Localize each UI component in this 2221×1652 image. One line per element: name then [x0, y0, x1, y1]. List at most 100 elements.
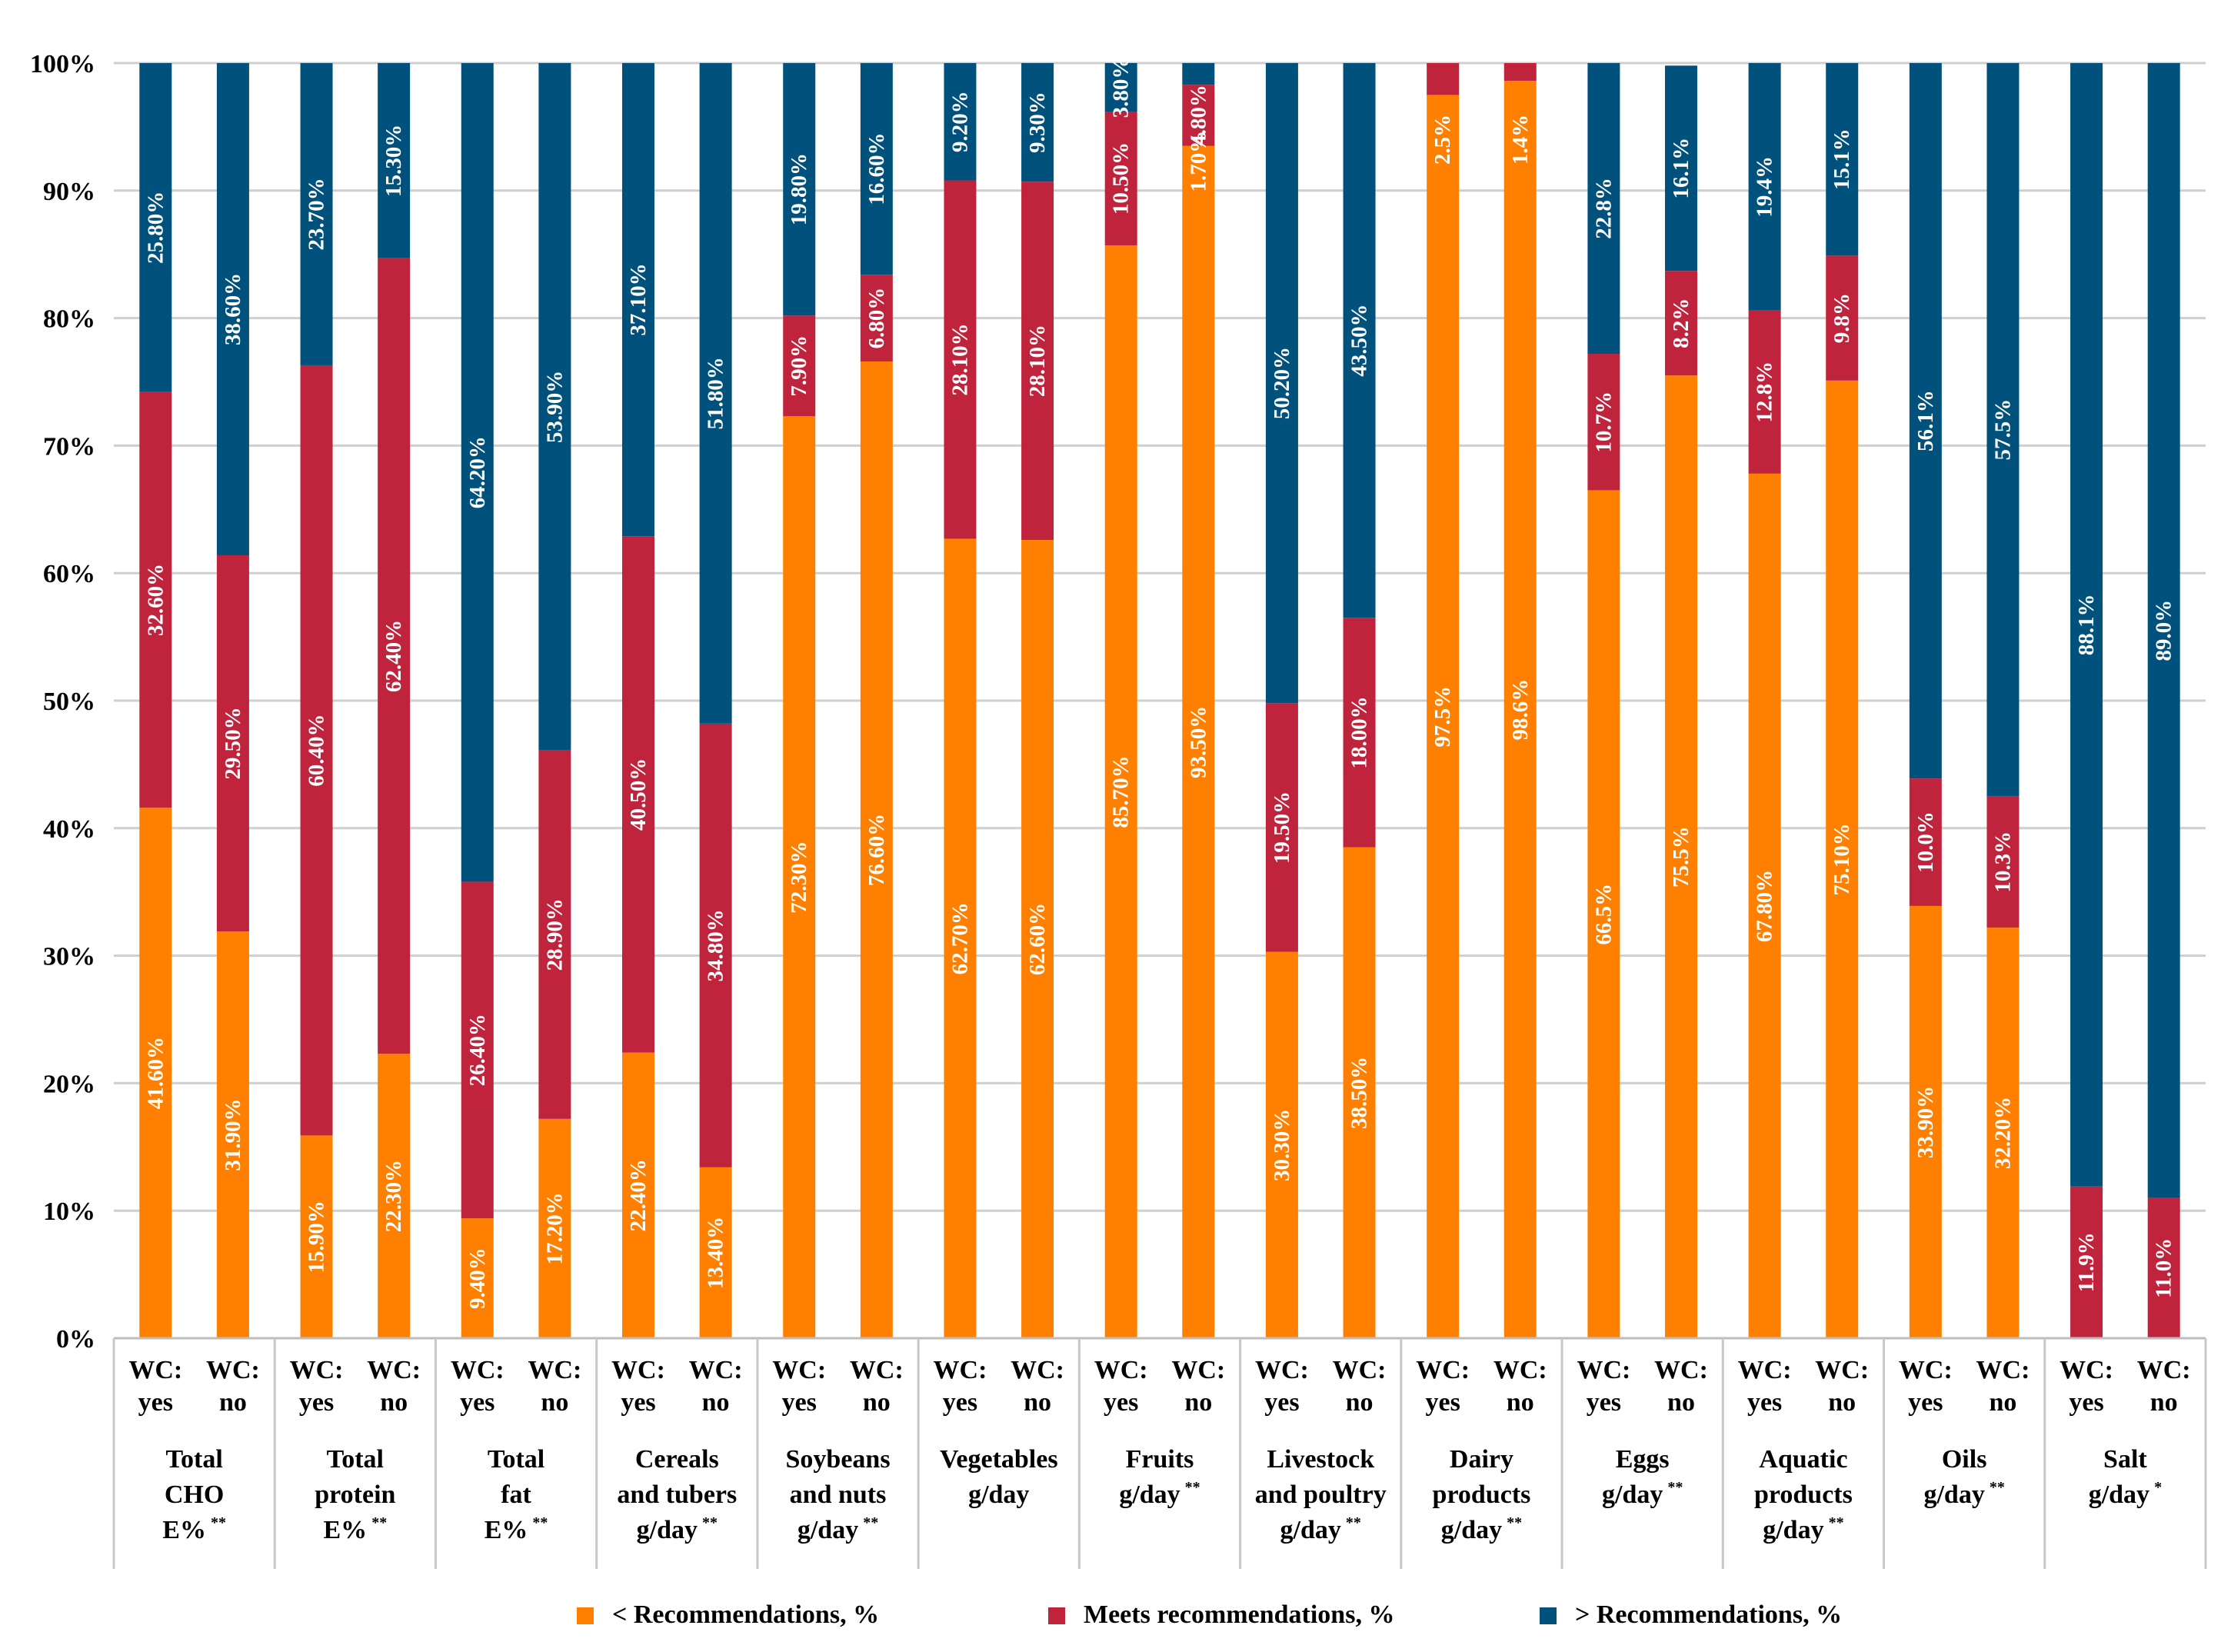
x-subcategory-label: WC: [1976, 1356, 2030, 1384]
x-group-label: g/day ** [1923, 1479, 2004, 1509]
x-group-label: E% ** [484, 1514, 548, 1544]
y-tick-label: 10% [43, 1197, 95, 1226]
bar-value-label: 9.20% [947, 91, 972, 152]
y-tick-label: 80% [43, 305, 95, 334]
bar-segment [1021, 182, 1054, 541]
x-subcategory-label: WC: [128, 1356, 182, 1384]
bar-value-label: 10.7% [1591, 391, 1616, 453]
x-group-label: g/day ** [1119, 1479, 1200, 1509]
x-subcategory-label: no [1828, 1388, 1856, 1417]
x-group-label: Total [488, 1445, 544, 1474]
bar-value-label: 6.80% [864, 288, 889, 349]
bar-value-label: 9.30% [1025, 92, 1050, 153]
bar-segment [944, 538, 977, 1338]
x-subcategory-label: WC: [367, 1356, 421, 1384]
bar-value-label: 22.40% [626, 1159, 651, 1231]
x-subcategory-label: WC: [1255, 1356, 1309, 1384]
bar-value-label: 23.70% [305, 178, 329, 250]
bar-value-label: 51.80% [704, 357, 728, 429]
x-subcategory-label: yes [782, 1388, 817, 1417]
x-group-label: Cereals [635, 1445, 719, 1474]
bar-segment [1343, 847, 1376, 1338]
x-subcategory-label: WC: [1738, 1356, 1792, 1384]
x-subcategory-label: no [1507, 1388, 1534, 1417]
bar-value-label: 98.6% [1508, 679, 1533, 741]
bar-segment [300, 1135, 333, 1338]
bar-value-label: 11.9% [2074, 1232, 2099, 1292]
x-subcategory-label: yes [138, 1388, 173, 1417]
bar-segment [1665, 271, 1697, 376]
x-group-label: g/day ** [637, 1514, 718, 1544]
bar-value-label: 17.20% [542, 1192, 567, 1264]
bars [139, 63, 2180, 1339]
bar-segment [538, 750, 571, 1119]
x-subcategory-label: WC: [1577, 1356, 1630, 1384]
significance-marker: ** [1507, 1514, 1522, 1531]
x-group-label: Total [327, 1445, 384, 1474]
bar-value-label: 38.50% [1347, 1057, 1372, 1129]
x-group-label: E% ** [162, 1514, 226, 1544]
bar-value-label: 31.90% [221, 1098, 245, 1171]
x-subcategory-label: yes [299, 1388, 334, 1417]
bar-value-label: 62.40% [381, 620, 406, 692]
bar-segment [1665, 65, 1697, 271]
legend-label: > Recommendations, % [1575, 1600, 1842, 1629]
x-subcategory-label: WC: [689, 1356, 743, 1384]
legend-label: < Recommendations, % [612, 1600, 879, 1629]
bar-segment [783, 63, 816, 316]
x-subcategory-label: WC: [528, 1356, 581, 1384]
bar-segment [1427, 63, 1460, 95]
x-subcategory-label: WC: [2137, 1356, 2191, 1384]
bar-segment [1826, 63, 1859, 256]
bar-value-label: 15.1% [1830, 128, 1854, 190]
bar-segment [2147, 1197, 2180, 1338]
legend: < Recommendations, % Meets recommendation… [577, 1600, 1842, 1629]
bar-value-label: 97.5% [1430, 686, 1455, 748]
x-group-label: protein [315, 1480, 395, 1509]
significance-marker: ** [532, 1514, 548, 1531]
bar-value-label: 10.50% [1109, 142, 1134, 215]
bar-value-label: 2.5% [1430, 115, 1455, 165]
bar-value-label: 50.20% [1270, 347, 1294, 419]
significance-marker: ** [702, 1514, 718, 1531]
x-group-label: g/day ** [1763, 1514, 1843, 1544]
x-subcategory-label: yes [1264, 1388, 1299, 1417]
x-group-label: products [1433, 1480, 1531, 1509]
bar-segment [1182, 145, 1215, 1338]
bar-value-label: 67.80% [1753, 870, 1777, 942]
x-subcategory-label: WC: [1899, 1356, 1953, 1384]
bar-segment [1503, 81, 1537, 1338]
bar-value-label: 19.50% [1270, 791, 1294, 864]
bar-segment [1587, 63, 1620, 355]
bar-value-label: 16.60% [864, 132, 889, 205]
x-subcategory-label: WC: [1094, 1356, 1148, 1384]
x-group-label: Livestock [1267, 1445, 1374, 1474]
x-group-label: Aquatic [1759, 1445, 1847, 1474]
bar-segment [461, 1218, 494, 1338]
bar-segment [378, 258, 411, 1054]
bar-segment [944, 63, 977, 181]
bar-value-label: 28.90% [542, 898, 567, 971]
bar-segment [1021, 540, 1054, 1338]
bar-segment [860, 361, 893, 1339]
bar-segment [1104, 112, 1137, 246]
bar-segment [1021, 63, 1054, 182]
x-group-label: g/day ** [797, 1514, 878, 1544]
x-subcategory-label: yes [1104, 1388, 1138, 1417]
bar-segment [378, 1054, 411, 1338]
bar-value-label: 32.60% [143, 564, 168, 636]
x-subcategory-label: no [2150, 1388, 2178, 1417]
bar-value-label: 16.1% [1669, 138, 1693, 199]
bar-segment [300, 365, 333, 1136]
bar-value-label: 56.1% [1913, 390, 1938, 451]
bar-value-label: 8.2% [1669, 298, 1693, 348]
bar-segment [1909, 778, 1942, 906]
bar-segment [1503, 63, 1537, 82]
significance-marker: * [2154, 1479, 2162, 1496]
bar-value-label: 75.5% [1669, 826, 1693, 888]
x-group-label: E% ** [324, 1514, 388, 1544]
bar-segment [216, 555, 249, 932]
x-subcategory-label: no [1024, 1388, 1051, 1417]
x-subcategory-label: no [219, 1388, 247, 1417]
bar-value-label: 37.10% [626, 263, 651, 335]
